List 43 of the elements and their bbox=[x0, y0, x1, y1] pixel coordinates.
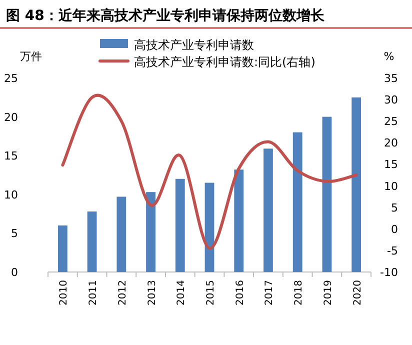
x-tick-label: 2012 bbox=[117, 280, 128, 306]
bar bbox=[204, 182, 214, 272]
x-tick-label: 2014 bbox=[176, 280, 188, 306]
x-tick-label: 2019 bbox=[322, 280, 334, 306]
y2-tick-label: -10 bbox=[380, 266, 398, 279]
y2-tick-label: 15 bbox=[384, 158, 398, 172]
y-tick-label: 10 bbox=[4, 188, 18, 202]
y2-tick-label: 5 bbox=[391, 201, 398, 214]
bar bbox=[234, 170, 244, 272]
bar bbox=[175, 178, 185, 272]
x-tick-label: 2010 bbox=[58, 280, 70, 306]
y-tick-label: 0 bbox=[11, 266, 18, 279]
title: 图 48：近年来高技术产业专利申请保持两位数增长 bbox=[6, 8, 324, 24]
y2-tick-label: -5 bbox=[387, 244, 398, 258]
bar bbox=[87, 211, 97, 272]
bar bbox=[58, 225, 68, 272]
x-tick-label: 2020 bbox=[352, 280, 364, 306]
x-tick-label: 2013 bbox=[146, 280, 158, 306]
y2-tick-label: 0 bbox=[391, 222, 398, 236]
y2-tick-label: 20 bbox=[384, 136, 398, 150]
x-tick-label: 2016 bbox=[234, 280, 246, 306]
y2-tick-label: 10 bbox=[384, 180, 398, 193]
y-axis-title: 万件 bbox=[20, 50, 42, 63]
bar bbox=[116, 196, 126, 272]
y-tick-label: 15 bbox=[4, 150, 18, 163]
y2-axis-title: % bbox=[384, 50, 394, 63]
y2-tick-label: 35 bbox=[384, 72, 398, 85]
x-tick-label: 2017 bbox=[264, 280, 276, 306]
y2-tick-label: 30 bbox=[384, 94, 398, 107]
bar bbox=[292, 132, 302, 272]
legend-label: 高技术产业专利申请数 bbox=[134, 38, 254, 52]
x-tick-label: 2015 bbox=[206, 280, 216, 306]
bar bbox=[322, 116, 332, 272]
x-tick-label: 2018 bbox=[294, 280, 305, 306]
bar bbox=[352, 97, 362, 272]
x-tick-label: 2011 bbox=[88, 280, 100, 306]
y2-tick-label: 25 bbox=[384, 115, 398, 128]
y-tick-label: 5 bbox=[11, 227, 18, 240]
y-tick-label: 25 bbox=[4, 72, 18, 85]
bar bbox=[146, 192, 156, 272]
legend-label: 高技术产业专利申请数:同比(右轴) bbox=[134, 55, 316, 69]
y-tick-label: 20 bbox=[4, 110, 18, 124]
bar bbox=[264, 148, 273, 272]
